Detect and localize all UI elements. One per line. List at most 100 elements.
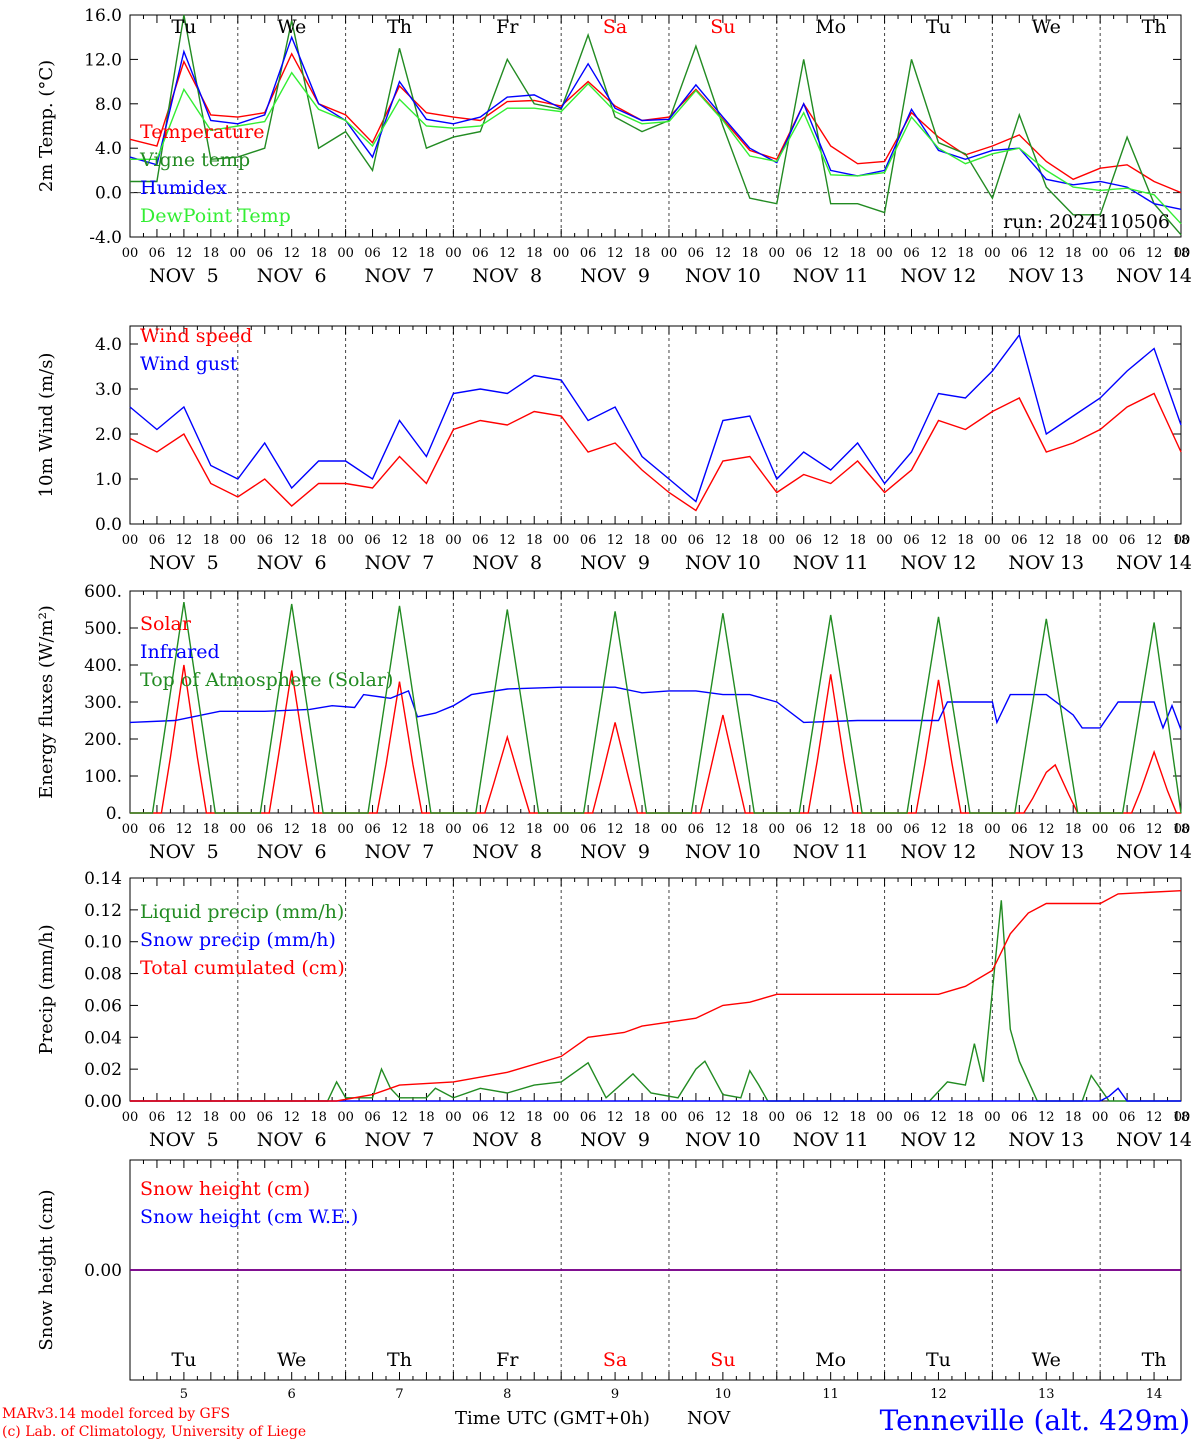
hour-tick-label: 00: [984, 822, 1001, 837]
date-label: NOV 8: [472, 552, 542, 574]
hour-tick-label: 12: [930, 533, 947, 548]
hour-tick-label: 06: [472, 533, 489, 548]
hour-tick-label: 00: [337, 822, 354, 837]
hour-tick-label: 06: [149, 1110, 166, 1125]
day-of-week-label: Th: [1142, 16, 1167, 38]
hour-tick-label: 12: [1038, 1110, 1055, 1125]
hour-tick-label: 12: [1146, 822, 1163, 837]
hour-tick-label: 00: [553, 246, 570, 261]
hour-tick-label: 00: [1174, 246, 1191, 261]
hour-tick-label: 12: [283, 246, 300, 261]
day-of-week-label: Tu: [926, 1349, 951, 1371]
hour-tick-label: 18: [1173, 1110, 1190, 1125]
date-label: NOV 6: [257, 552, 327, 574]
hour-tick-label: 18: [526, 822, 543, 837]
date-label: NOV 14: [1116, 265, 1192, 287]
date-label: NOV 8: [472, 1129, 542, 1151]
hour-tick-label: 12: [822, 822, 839, 837]
hour-tick-label: 18: [310, 246, 327, 261]
hour-tick-label: 06: [256, 533, 273, 548]
hour-tick-label: 00: [1092, 822, 1109, 837]
hour-tick-label: 00: [230, 822, 247, 837]
hour-tick-label: 06: [580, 246, 597, 261]
hour-tick-label: 12: [822, 246, 839, 261]
hour-tick-label: 06: [472, 246, 489, 261]
hour-tick-label: 06: [580, 1110, 597, 1125]
legend-entry: Snow height (cm): [140, 1178, 310, 1200]
hour-tick-label: 18: [418, 822, 435, 837]
date-label: NOV 8: [472, 841, 542, 863]
y-tick-label: 2.0: [95, 425, 122, 445]
hour-tick-label: 00: [661, 246, 678, 261]
hour-tick-label: 06: [1011, 246, 1028, 261]
date-label: NOV 11: [793, 552, 869, 574]
hour-tick-label: 12: [1038, 822, 1055, 837]
series-line-blue: [129, 333, 1182, 503]
date-label: NOV 14: [1116, 1129, 1192, 1151]
hour-tick-label: 00: [230, 246, 247, 261]
hour-tick-label: 18: [1065, 1110, 1082, 1125]
y-tick-label: -4.0: [89, 228, 122, 248]
hour-tick-label: 00: [661, 533, 678, 548]
date-label: NOV 10: [685, 841, 761, 863]
series-line-blue: [130, 1087, 1181, 1102]
hour-tick-label: 00: [876, 1110, 893, 1125]
hour-tick-label: 18: [1065, 822, 1082, 837]
day-of-week-label: Fr: [496, 1349, 519, 1371]
y-axis-title: 2m Temp. (°C): [36, 60, 57, 192]
date-label: NOV 12: [901, 265, 977, 287]
date-label: NOV 9: [580, 841, 650, 863]
hour-tick-label: 12: [499, 822, 516, 837]
day-of-week-label: Th: [387, 16, 412, 38]
date-label: NOV 13: [1008, 265, 1084, 287]
legend-entry: Wind gust: [140, 353, 238, 375]
hour-tick-label: 12: [499, 1110, 516, 1125]
series-line-dark_green: [130, 900, 1181, 1102]
hour-tick-label: 12: [283, 1110, 300, 1125]
hour-tick-label: 06: [472, 822, 489, 837]
hour-tick-label: 00: [876, 246, 893, 261]
hour-tick-label: 00: [768, 246, 785, 261]
day-number-label: 14: [1146, 1387, 1163, 1402]
hour-tick-label: 00: [553, 822, 570, 837]
day-of-week-label: Su: [710, 16, 735, 38]
date-label: NOV 12: [901, 841, 977, 863]
hour-tick-label: 06: [1119, 246, 1136, 261]
y-axis-title: Snow height (cm): [36, 1189, 57, 1350]
series-line-red: [130, 890, 1182, 1102]
hour-tick-label: 06: [364, 246, 381, 261]
hour-tick-label: 12: [930, 1110, 947, 1125]
date-label: NOV 13: [1008, 552, 1084, 574]
hour-tick-label: 06: [903, 246, 920, 261]
hour-tick-label: 06: [688, 533, 705, 548]
y-tick-label: 8.0: [95, 95, 122, 115]
hour-tick-label: 06: [1119, 822, 1136, 837]
y-tick-label: 0.10: [84, 933, 122, 953]
legend-entry: Humidex: [140, 177, 227, 199]
hour-tick-label: 06: [364, 1110, 381, 1125]
hour-tick-label: 06: [688, 822, 705, 837]
date-label: NOV 12: [901, 552, 977, 574]
day-of-week-label: Sa: [603, 1349, 627, 1371]
panel-5: 0.00 Snow height (cm) Snow height (cm) Snow…: [36, 1159, 1182, 1402]
hour-tick-label: 00: [553, 1110, 570, 1125]
hour-tick-label: 00: [768, 533, 785, 548]
hour-tick-label: 06: [795, 246, 812, 261]
panel-1: -4.0 0.0 4.0 8.0 12.0 16.0 2m Temp. (°C) Temper…: [36, 6, 1192, 287]
legend-entry: Vigne temp: [139, 149, 250, 171]
hour-tick-label: 06: [580, 822, 597, 837]
y-tick-label: 0.04: [84, 1028, 122, 1048]
hour-tick-label: 00: [445, 1110, 462, 1125]
series-line-dark_green: [130, 601, 1182, 814]
hour-tick-label: 06: [472, 1110, 489, 1125]
series-line-red: [129, 52, 1182, 194]
hour-tick-label: 18: [526, 246, 543, 261]
hour-tick-label: 00: [337, 246, 354, 261]
hour-tick-label: 06: [1119, 533, 1136, 548]
y-tick-label: 200.: [84, 730, 122, 750]
hour-tick-label: 06: [364, 822, 381, 837]
hour-tick-label: 18: [310, 1110, 327, 1125]
hour-tick-label: 00: [337, 1110, 354, 1125]
date-label: NOV 14: [1116, 841, 1192, 863]
